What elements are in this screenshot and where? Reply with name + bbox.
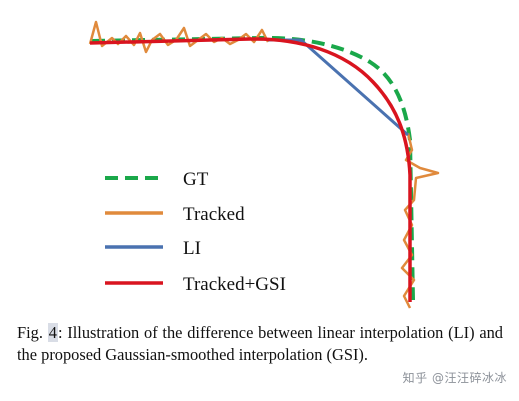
caption-text: : Illustration of the difference between…	[17, 323, 503, 364]
legend-label-li: LI	[183, 238, 201, 259]
gsi-trajectory	[89, 37, 412, 302]
gt-trajectory	[91, 35, 415, 301]
legend-label-gsi: Tracked+GSI	[183, 274, 286, 295]
legend-label-tracked: Tracked	[183, 204, 245, 225]
figure-number-link[interactable]: 4	[47, 323, 58, 342]
trajectory-illustration: GT Tracked LI Tracked+GSI	[88, 20, 440, 309]
tracked-trajectory	[88, 20, 440, 309]
legend: GT Tracked LI Tracked+GSI	[105, 169, 286, 295]
caption-prefix: Fig.	[17, 323, 48, 342]
figure-caption: Fig. 4: Illustration of the difference b…	[17, 322, 503, 366]
watermark: 知乎 @汪汪碎冰冰	[402, 371, 507, 385]
li-trajectory	[268, 38, 409, 137]
legend-label-gt: GT	[183, 169, 209, 190]
